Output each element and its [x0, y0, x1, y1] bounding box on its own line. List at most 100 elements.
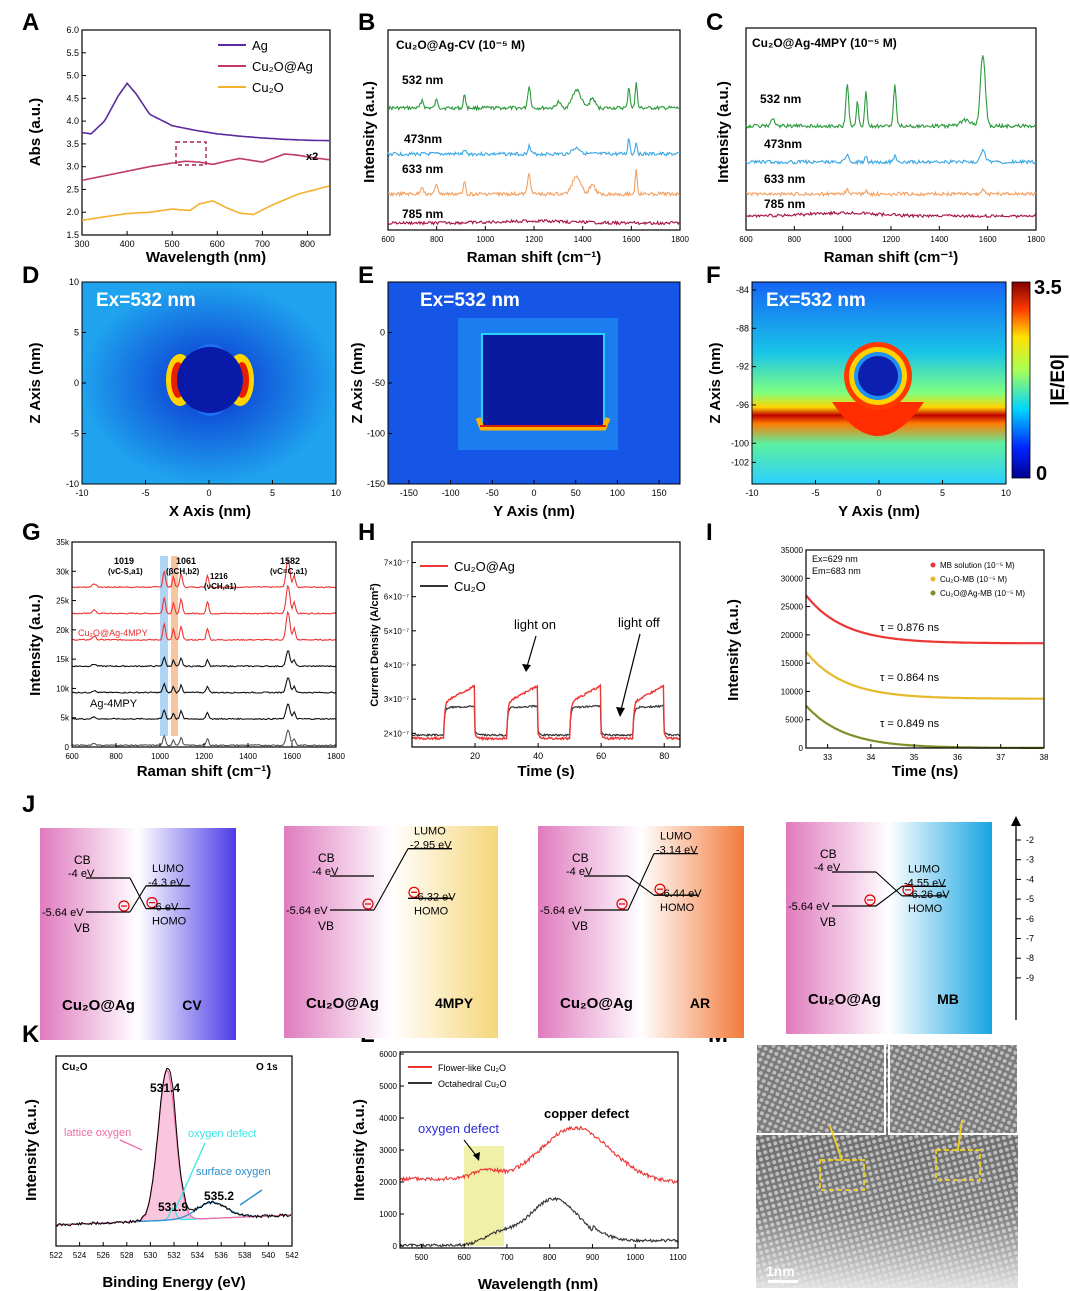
- f-xtick-label: 5: [940, 488, 945, 498]
- k-xtick-label: 524: [73, 1251, 87, 1260]
- B-lines-xtick-label: 800: [430, 235, 444, 244]
- series-a-0: [81, 81, 330, 142]
- series-a: [81, 81, 330, 222]
- electron-icon: [118, 900, 130, 912]
- i-ytick-label: 30000: [781, 574, 804, 583]
- panel-k: 522 524 526 528 530 532 534 536 538 540 542 Cu₂O O…: [23, 1055, 299, 1291]
- g-ytick-label: 0: [65, 743, 70, 752]
- annotation-copper-defect: copper defect: [544, 1106, 630, 1121]
- B-lines-xtick-label: 1800: [671, 235, 689, 244]
- electron-icon: [362, 898, 374, 910]
- series-g: [71, 558, 337, 747]
- title-c: Cu₂O@Ag-4MPY (10⁻⁵ M): [752, 36, 897, 50]
- g-xtick-label: 1200: [195, 752, 213, 761]
- l-ytick-label: 2000: [379, 1178, 397, 1187]
- energy-diagram-1: CB-4 eV -5.64 eV VB LUMO -4.3 eV -6 eV HOMO Cu₂…: [40, 828, 236, 1040]
- right-material-label: AR: [690, 995, 710, 1011]
- g-xtick-label: 1000: [151, 752, 169, 761]
- ex-label-e: Ex=532 nm: [420, 290, 520, 311]
- d-ytick-label: -5: [71, 429, 79, 439]
- ticks-f: -10 -5 0 5 10 -84 -88 -92 -96 -100 -102: [731, 285, 1011, 498]
- energy-tick-label: -9: [1026, 973, 1034, 983]
- annotation-light-off: light off: [618, 615, 660, 630]
- vb-label: VB: [820, 915, 836, 929]
- cb-energy: -4 eV: [68, 868, 95, 880]
- xlabel-i: Time (ns): [892, 763, 958, 780]
- annotation-light-on: light on: [514, 617, 556, 632]
- a-ytick-label: 1.5: [66, 230, 79, 240]
- cb-energy: -4 eV: [814, 862, 841, 874]
- legend-l: Flower-like Cu₂O Octahedral Cu₂O: [408, 1063, 507, 1089]
- peak-1582-mode: (νC=C,a1): [270, 567, 307, 576]
- energy-axis-arrow: [1011, 816, 1021, 826]
- l-ytick-label: 6000: [379, 1050, 397, 1059]
- xlabel-e: Y Axis (nm): [493, 503, 575, 520]
- homo-energy: -6 eV: [152, 902, 179, 914]
- vb-label: VB: [572, 919, 588, 933]
- panel-label-a: A: [22, 9, 39, 36]
- a-xtick-label: 300: [74, 239, 89, 249]
- ticks-a: 300 400 500 600 700 800 1.5 2.0 2.5 3.0 3.5 4.0 4.5 5…: [66, 25, 314, 249]
- legend-h-cu2o: Cu₂O: [454, 579, 486, 594]
- title-k-right: O 1s: [256, 1062, 278, 1073]
- i-ytick-label: 25000: [781, 603, 804, 612]
- panel-label-c: C: [706, 9, 723, 36]
- i-xtick-label: 35: [910, 753, 919, 762]
- h-ytick-label: 7×10⁻⁷: [384, 559, 409, 568]
- xlabel-k: Binding Energy (eV): [102, 1274, 245, 1291]
- panel-label-f: F: [706, 262, 721, 289]
- d-xtick-label: 5: [270, 488, 275, 498]
- xlabel-a: Wavelength (nm): [146, 249, 266, 266]
- series-i-0: [805, 594, 1044, 645]
- panel-label-d: D: [22, 262, 39, 289]
- band-1061: [171, 556, 178, 736]
- g-xtick-label: 1800: [327, 752, 345, 761]
- B-lines-spectrum-0: [387, 82, 681, 112]
- annotation-surface-oxygen: surface oxygen: [196, 1166, 271, 1178]
- energy-diagram-3: CB-4 eV -5.64 eV VB LUMO -3.14 eV -6.44 eV HOM…: [538, 826, 744, 1038]
- right-material-label: CV: [182, 997, 202, 1013]
- e-ytick-label: -150: [367, 479, 385, 489]
- k-xtick-label: 538: [238, 1251, 252, 1260]
- homo-label: HOMO: [908, 903, 943, 915]
- ylabel-g: Intensity (a.u.): [27, 594, 44, 696]
- B-lines-xtick-label: 600: [381, 235, 395, 244]
- a-ytick-label: 3.5: [66, 139, 79, 149]
- l-ytick-label: 3000: [379, 1146, 397, 1155]
- f-xtick-label: -5: [811, 488, 819, 498]
- d-xtick-label: 0: [206, 488, 211, 498]
- region-box-right: [935, 1149, 981, 1181]
- condition-em: Em=683 nm: [812, 566, 861, 576]
- h-xtick-label: 20: [470, 751, 480, 761]
- shadow-f: [832, 402, 924, 436]
- C-lines-xtick-label: 600: [739, 235, 753, 244]
- electron-icon: [616, 898, 628, 910]
- e-xtick-label: 150: [652, 488, 667, 498]
- panel-label-h: H: [358, 519, 375, 546]
- panel-label-j: J: [22, 791, 35, 818]
- series-l-octahedral: [399, 1196, 679, 1249]
- left-material-label: Cu₂O@Ag: [808, 991, 881, 1008]
- peak-1216-mode: (νCH,a1): [204, 582, 237, 591]
- peak-1019-mode: (νC-S,a1): [108, 567, 143, 576]
- annotation-oxygen-defect-l: oxygen defect: [418, 1121, 499, 1136]
- plot-frame-d: [81, 281, 337, 485]
- label-b-473: 473nm: [404, 132, 442, 146]
- energy-tick-label: -8: [1026, 953, 1034, 963]
- series-l: [399, 1125, 679, 1249]
- ylabel-a: Abs (a.u.): [27, 98, 44, 166]
- k-xtick-label: 542: [285, 1251, 299, 1260]
- l-xtick-label: 1100: [669, 1253, 687, 1262]
- legend-i-mb: MB solution (10⁻⁵ M): [940, 561, 1015, 570]
- ticks-l: 500 600 700 800 900 1000 1100 0 1000 2000 3000 4000…: [379, 1050, 687, 1262]
- xlabel-c: Raman shift (cm⁻¹): [824, 249, 959, 266]
- vb-label: VB: [74, 921, 90, 935]
- lumo-energy: -3.14 eV: [656, 845, 698, 857]
- tau-cu2o-mb: τ = 0.864 ns: [880, 672, 940, 684]
- ylabel-d: Z Axis (nm): [27, 342, 44, 423]
- energy-tick-label: -4: [1026, 874, 1034, 884]
- xlabel-d: X Axis (nm): [169, 503, 251, 520]
- ticks-h: 20 40 60 80 2×10⁻⁷ 3×10⁻⁷ 4×10⁻⁷ 5×10⁻⁷ 6×10⁻⁷ 7×…: [384, 559, 669, 762]
- tau-mb: τ = 0.876 ns: [880, 622, 940, 634]
